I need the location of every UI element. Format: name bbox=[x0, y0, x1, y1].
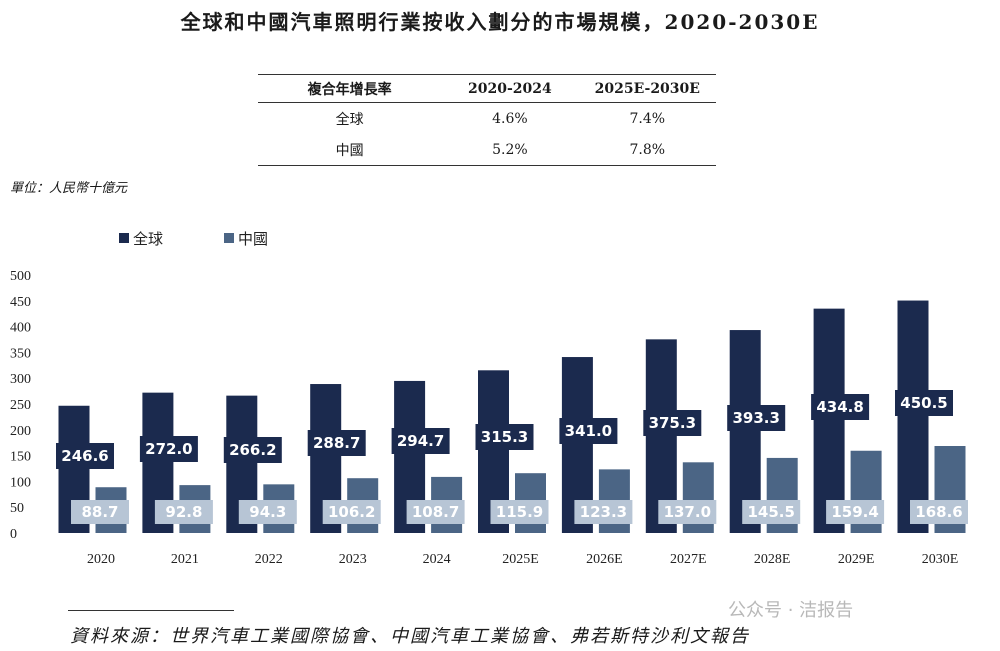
data-label-china: 145.5 bbox=[747, 503, 794, 521]
unit-label: 單位：人民幣十億元 bbox=[10, 181, 128, 196]
data-label-china: 159.4 bbox=[831, 503, 878, 521]
data-label-box-china bbox=[71, 500, 129, 524]
y-tick-label: 200 bbox=[10, 424, 31, 439]
data-label-box-global bbox=[56, 443, 114, 469]
data-label-china: 94.3 bbox=[249, 503, 286, 521]
data-label-box-china bbox=[658, 500, 717, 524]
x-tick-label: 2022 bbox=[255, 552, 283, 567]
y-tick-label: 400 bbox=[10, 321, 31, 336]
cagr-value: 7.8% bbox=[578, 134, 716, 166]
cagr-table: 複合年增長率 2020-2024 2025E-2030E 全球 4.6% 7.4… bbox=[258, 74, 716, 166]
y-tick-label: 350 bbox=[10, 346, 31, 361]
y-tick-label: 300 bbox=[10, 372, 31, 387]
data-label-box-china bbox=[910, 500, 968, 524]
cagr-header-label: 複合年增長率 bbox=[258, 74, 442, 103]
y-tick-label: 500 bbox=[10, 269, 31, 284]
y-tick-label: 0 bbox=[10, 527, 17, 542]
legend-label: 全球 bbox=[133, 230, 163, 248]
x-tick-label: 2020 bbox=[87, 552, 115, 567]
cagr-value: 4.6% bbox=[492, 111, 528, 127]
data-label-global: 266.2 bbox=[229, 441, 276, 459]
data-label-box-global bbox=[139, 436, 198, 462]
legend-swatch bbox=[119, 233, 129, 243]
bar-global bbox=[729, 330, 761, 533]
data-label-box-global bbox=[643, 410, 702, 436]
data-label-box-global bbox=[475, 424, 534, 450]
x-tick-label: 2030E bbox=[922, 552, 959, 567]
cagr-row-label: 中國 bbox=[258, 134, 442, 166]
data-label-box-china bbox=[238, 500, 297, 524]
data-label-global: 294.7 bbox=[397, 432, 444, 450]
x-tick-label: 2025E bbox=[502, 552, 539, 567]
data-label-global: 288.7 bbox=[313, 434, 360, 452]
data-label-china: 115.9 bbox=[496, 503, 543, 521]
data-label-box-china bbox=[406, 500, 465, 524]
cagr-header-period-1: 2020-2024 bbox=[441, 74, 579, 103]
bar-global bbox=[897, 300, 929, 533]
data-label-global: 450.5 bbox=[900, 394, 947, 412]
data-label-china: 123.3 bbox=[580, 503, 627, 521]
y-tick-label: 150 bbox=[10, 450, 31, 465]
data-label-global: 375.3 bbox=[649, 414, 696, 432]
source-note: 資料來源：世界汽車工業國際協會、中國汽車工業協會、弗若斯特沙利文報告 bbox=[70, 626, 750, 647]
y-tick-label: 50 bbox=[10, 501, 24, 516]
x-tick-label: 2026E bbox=[586, 552, 623, 567]
y-tick-label: 100 bbox=[10, 475, 31, 490]
bar-global bbox=[813, 308, 845, 533]
data-label-global: 434.8 bbox=[816, 398, 863, 416]
cagr-value: 7.4% bbox=[629, 111, 666, 127]
x-tick-label: 2023 bbox=[339, 552, 367, 567]
cagr-header-period-2: 2025E-2030E bbox=[578, 74, 716, 103]
y-tick-label: 250 bbox=[10, 398, 31, 413]
data-label-box-china bbox=[742, 500, 801, 524]
data-label-global: 246.6 bbox=[61, 447, 108, 465]
x-tick-label: 2029E bbox=[838, 552, 875, 567]
data-label-global: 341.0 bbox=[565, 422, 612, 440]
data-label-china: 168.6 bbox=[915, 503, 962, 521]
x-tick-label: 2027E bbox=[670, 552, 707, 567]
data-label-china: 88.7 bbox=[81, 503, 118, 521]
data-label-global: 315.3 bbox=[481, 428, 528, 446]
data-label-box-china bbox=[490, 500, 549, 524]
data-label-china: 137.0 bbox=[664, 503, 711, 521]
data-label-global: 272.0 bbox=[145, 440, 192, 458]
data-label-box-global bbox=[727, 405, 786, 431]
data-label-china: 106.2 bbox=[328, 503, 375, 521]
data-label-box-global bbox=[223, 437, 282, 463]
watermark: 公众号 · 洁报告 bbox=[728, 600, 854, 621]
data-label-china: 92.8 bbox=[165, 503, 202, 521]
cagr-value: 5.2% bbox=[441, 134, 579, 166]
data-label-box-china bbox=[574, 500, 633, 524]
cagr-row-label: 全球 bbox=[335, 112, 364, 128]
x-tick-label: 2024 bbox=[423, 552, 451, 567]
data-label-box-china bbox=[322, 500, 381, 524]
source-divider bbox=[68, 610, 234, 611]
data-label-box-global bbox=[811, 394, 870, 420]
data-label-global: 393.3 bbox=[732, 409, 779, 427]
data-label-box-global bbox=[391, 428, 450, 454]
x-tick-label: 2021 bbox=[171, 552, 199, 567]
cagr-header-row: 複合年增長率 2020-2024 2025E-2030E bbox=[258, 74, 716, 103]
cagr-row-global: 全球 4.6% 7.4% bbox=[258, 103, 716, 135]
data-label-china: 108.7 bbox=[412, 503, 459, 521]
y-tick-label: 450 bbox=[10, 295, 31, 310]
data-label-box-global bbox=[307, 430, 366, 456]
x-tick-label: 2028E bbox=[754, 552, 791, 567]
cagr-row-china: 中國 5.2% 7.8% bbox=[258, 134, 716, 166]
chart-title: 全球和中國汽車照明行業按收入劃分的市場規模，2020-2030E bbox=[180, 10, 820, 34]
legend-swatch bbox=[224, 233, 234, 243]
data-label-box-china bbox=[154, 500, 213, 524]
data-label-box-china bbox=[826, 500, 885, 524]
data-label-box-global bbox=[895, 390, 953, 416]
legend-label: 中國 bbox=[238, 230, 268, 248]
data-label-box-global bbox=[559, 418, 618, 444]
